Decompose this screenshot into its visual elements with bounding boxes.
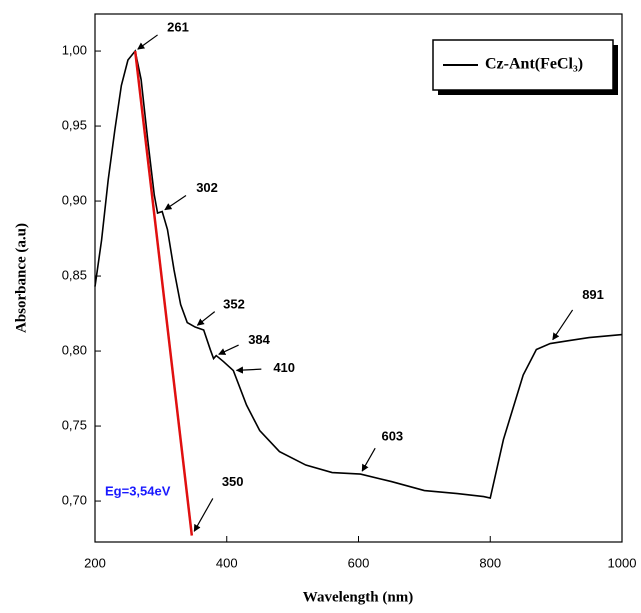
- y-tick-label: 0,90: [62, 192, 87, 207]
- y-axis-label: Absorbance (a.u): [13, 223, 29, 333]
- tangent-line: [133, 50, 194, 536]
- y-tick-label: 0,80: [62, 342, 87, 357]
- annotation-arrow: [218, 344, 239, 355]
- annotation-arrow: [164, 194, 187, 211]
- annotation-label: 302: [196, 180, 218, 195]
- y-tick-label: 0,95: [62, 117, 87, 132]
- y-tick-label: 1,00: [62, 42, 87, 57]
- annotation-label: 410: [273, 360, 295, 375]
- annotation-arrow: [196, 311, 216, 326]
- x-tick-label: 600: [348, 555, 370, 570]
- annotation-arrow: [361, 447, 376, 472]
- annotation-label: 603: [381, 428, 403, 443]
- data-line: [94, 49, 623, 500]
- annotation-arrow: [235, 366, 262, 374]
- eg-label: Eg=3,54eV: [105, 483, 171, 498]
- annotation-arrow: [552, 309, 574, 341]
- x-tick-label: 800: [479, 555, 501, 570]
- x-tick-label: 1000: [608, 555, 637, 570]
- annotation-arrow: [137, 34, 158, 50]
- y-tick-label: 0,75: [62, 417, 87, 432]
- annotation-label: 261: [167, 19, 189, 34]
- y-tick-label: 0,70: [62, 492, 87, 507]
- x-tick-label: 400: [216, 555, 238, 570]
- annotation-arrow: [193, 498, 214, 532]
- x-tick-label: 200: [84, 555, 106, 570]
- legend-label: Cz-Ant(FeCl₃): [485, 56, 583, 73]
- x-axis-label: Wavelength (nm): [303, 589, 413, 605]
- annotation-label: 891: [582, 287, 604, 302]
- y-tick-label: 0,85: [62, 267, 87, 282]
- annotation-label: 350: [222, 474, 244, 489]
- annotation-label: 384: [248, 332, 270, 347]
- annotation-label: 352: [223, 296, 245, 311]
